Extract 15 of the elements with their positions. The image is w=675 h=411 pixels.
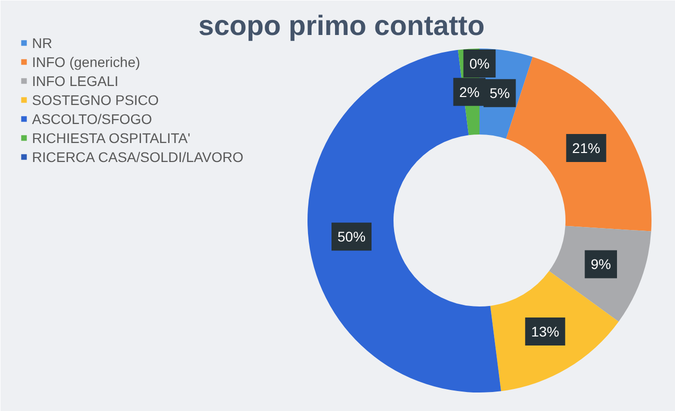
data-label: 5% xyxy=(490,85,510,102)
data-label: 13% xyxy=(531,324,560,340)
legend-label: INFO LEGALI xyxy=(32,72,118,89)
chart-title: scopo primo contatto xyxy=(198,10,485,41)
legend-label: INFO (generiche) xyxy=(32,53,140,70)
data-label: 9% xyxy=(590,256,611,272)
data-label: 21% xyxy=(572,140,600,156)
legend-label: NR xyxy=(32,34,52,51)
text: 0% xyxy=(469,56,490,72)
legend-label: ASCOLTO/SFOGO xyxy=(32,110,152,127)
legend-label: RICERCA CASA/SOLDI/LAVORO xyxy=(32,148,244,165)
legend-label: RICHIESTA OSPITALITA' xyxy=(32,129,190,146)
data-label: 2% xyxy=(459,84,480,100)
data-label: 50% xyxy=(338,228,366,245)
legend-label: SOSTEGNO PSICO xyxy=(32,91,159,108)
